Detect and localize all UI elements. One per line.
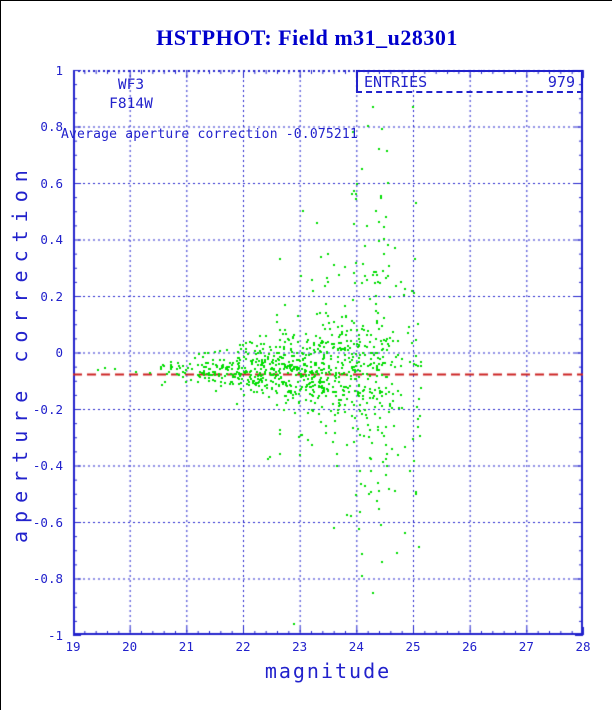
- y-tick-label: -0.6: [32, 514, 63, 530]
- average-correction-text: Average aperture correction -0.075211: [61, 127, 358, 142]
- y-tick-label: 0: [55, 345, 63, 360]
- x-tick-label: 23: [292, 639, 308, 654]
- y-tick-label: -1: [47, 627, 63, 643]
- y-tick-label: 0.8: [40, 119, 63, 134]
- entries-box: ENTRIES 979: [356, 70, 583, 93]
- x-tick-label: 28: [575, 639, 591, 654]
- x-tick-label: 27: [518, 639, 534, 654]
- entries-value: 979: [547, 72, 575, 91]
- y-tick-label: -0.2: [32, 401, 63, 417]
- y-tick-label: 0.4: [40, 232, 63, 247]
- y-tick-label: 0.2: [40, 288, 63, 304]
- y-tick-label: -0.4: [32, 458, 63, 473]
- camera-label: WF3: [117, 77, 145, 93]
- x-tick-label: 26: [462, 639, 478, 654]
- y-tick-label: -0.8: [32, 571, 63, 586]
- filter-label: F814W: [109, 96, 153, 112]
- x-tick-label: 25: [405, 639, 421, 654]
- x-tick-label: 21: [178, 639, 194, 654]
- x-tick-label: 19: [65, 639, 81, 654]
- x-tick-label: 22: [235, 639, 251, 654]
- y-tick-label: 1: [55, 62, 63, 78]
- entries-label: ENTRIES: [364, 72, 428, 91]
- x-axis-label: magnitude: [264, 659, 392, 683]
- x-tick-label: 24: [348, 639, 364, 654]
- x-tick-label: 20: [122, 639, 138, 654]
- page-title: HSTPHOT: Field m31_u28301: [156, 25, 458, 50]
- y-tick-label: 0.6: [40, 175, 63, 191]
